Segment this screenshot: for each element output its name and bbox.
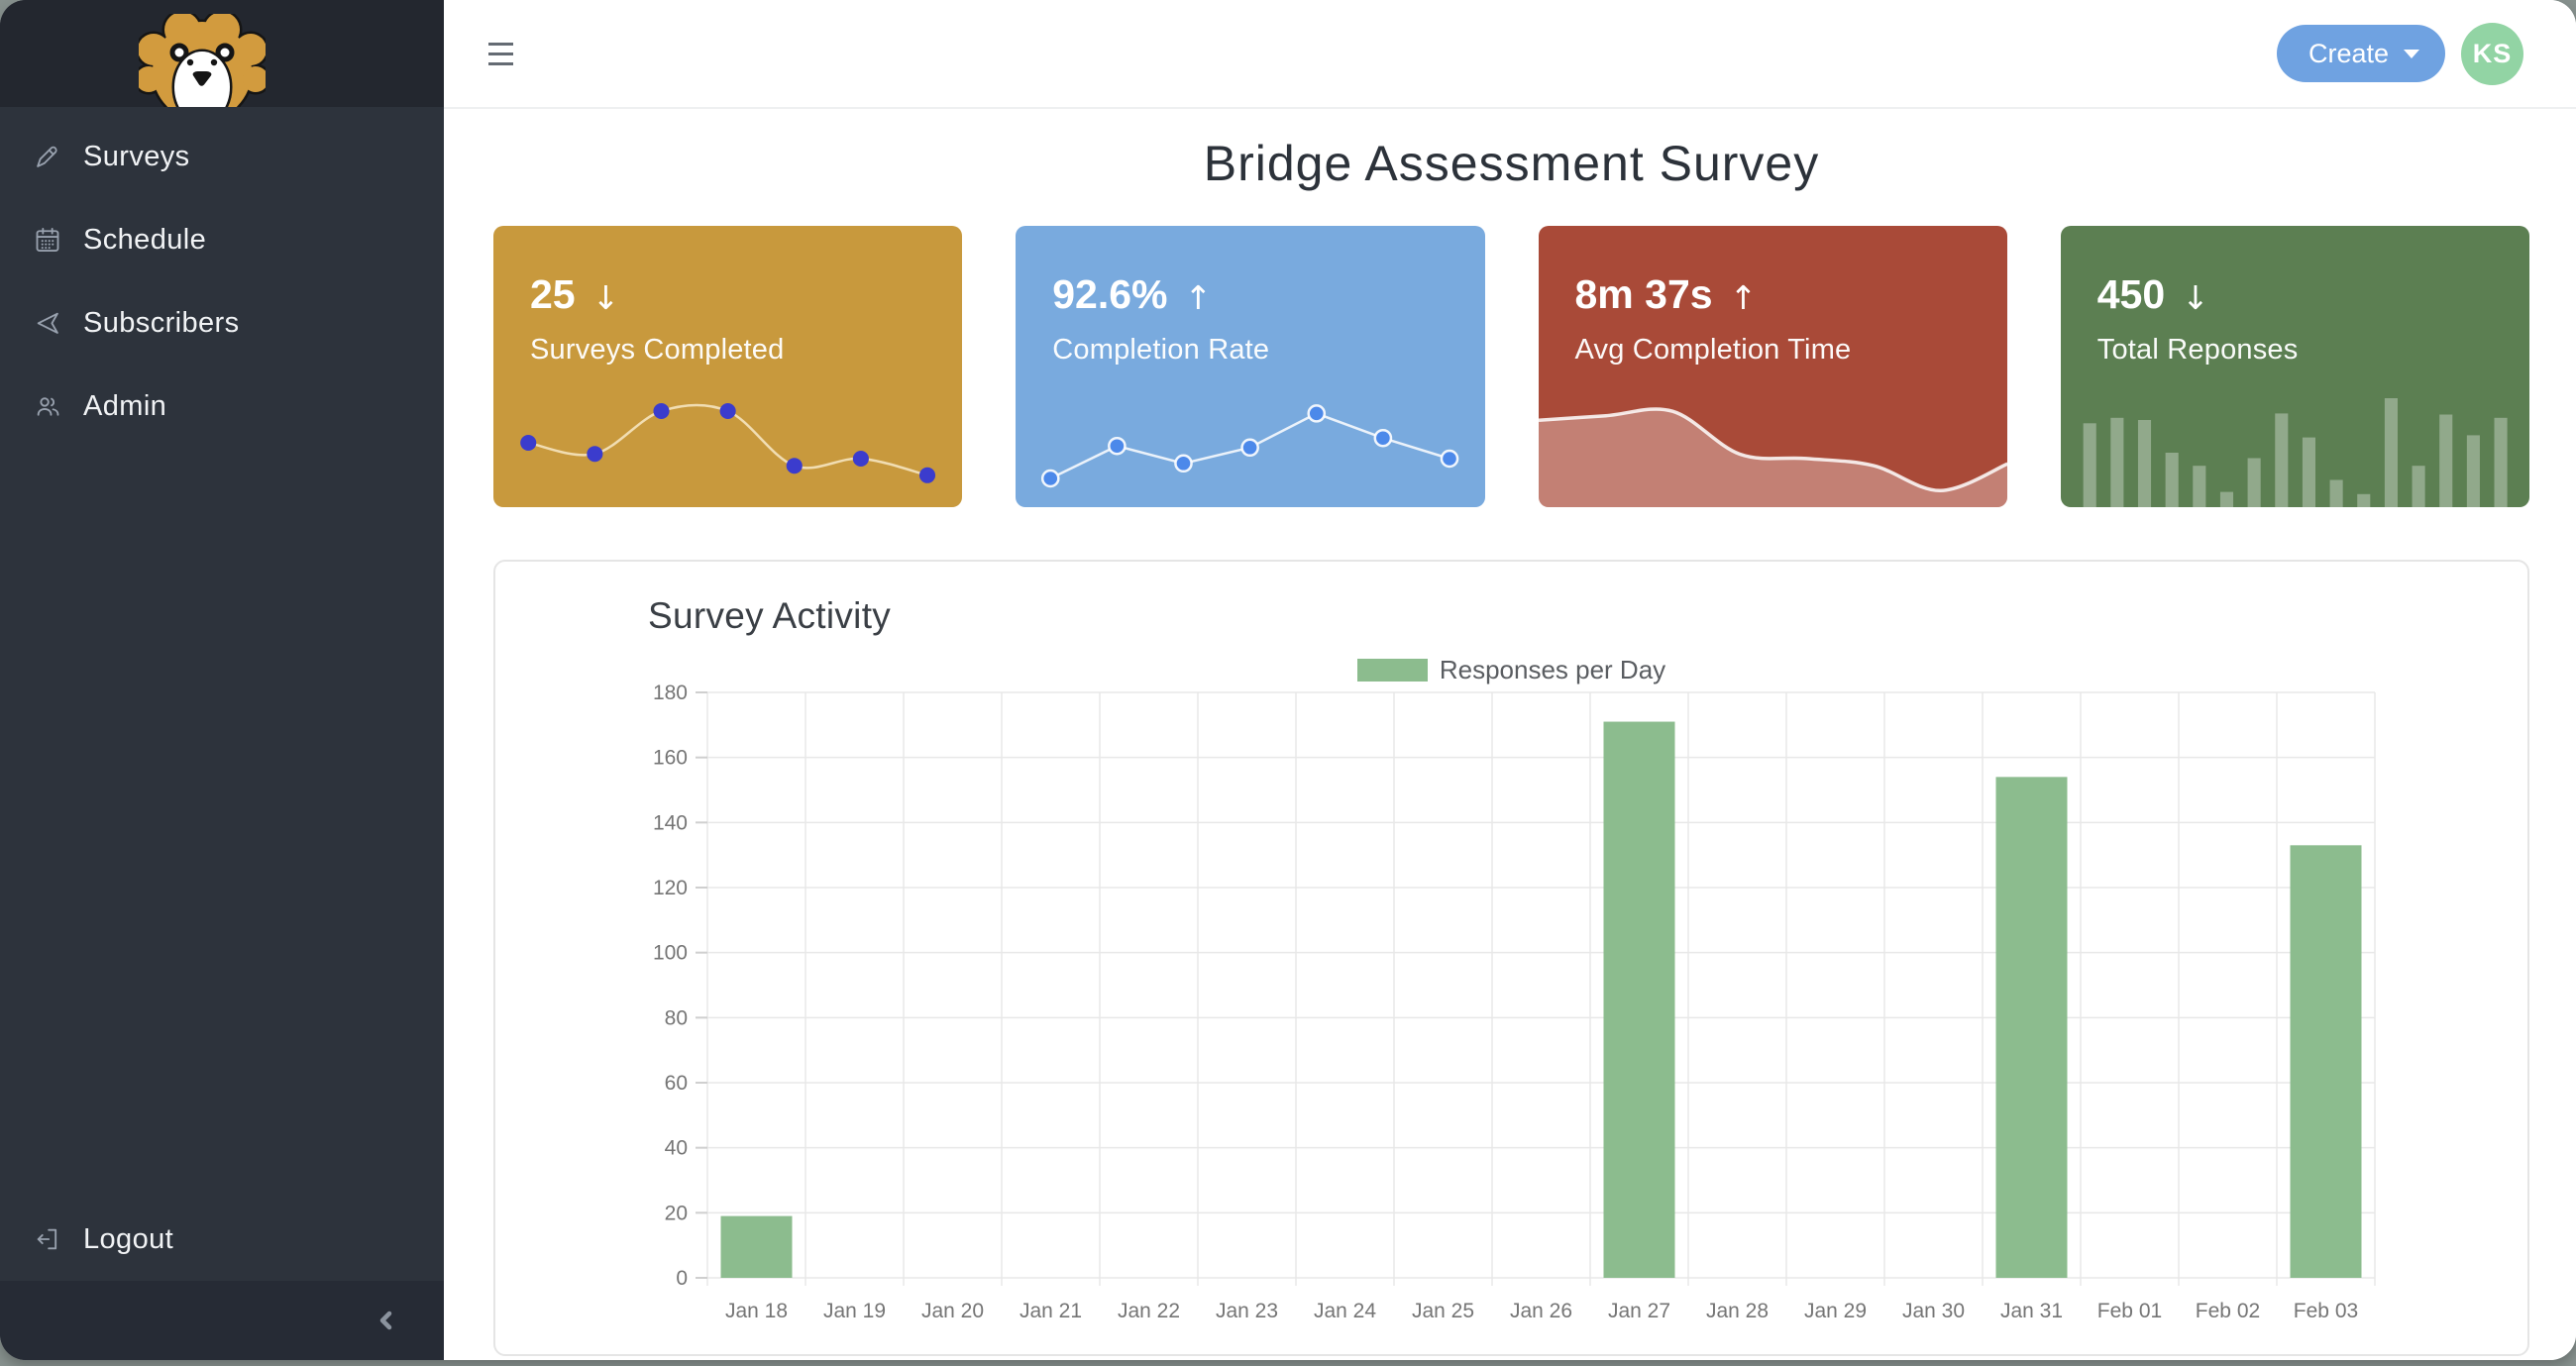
svg-text:120: 120 (653, 877, 688, 899)
svg-text:Jan 18: Jan 18 (725, 1300, 788, 1322)
hamburger-menu-icon[interactable] (488, 42, 513, 65)
svg-text:Feb 01: Feb 01 (2097, 1300, 2162, 1322)
create-button[interactable]: Create (2276, 25, 2445, 82)
svg-text:Feb 03: Feb 03 (2294, 1300, 2358, 1322)
sidebar-item-label: Schedule (83, 223, 207, 256)
send-icon (37, 312, 58, 334)
lion-mascot-logo (139, 14, 266, 107)
sidebar-logo-area (0, 0, 444, 107)
svg-text:Jan 29: Jan 29 (1804, 1300, 1867, 1322)
stat-cards: 25 ↓ Surveys Completed 92.6% ↑ Completion … (493, 226, 2529, 507)
svg-text:Jan 21: Jan 21 (1020, 1300, 1082, 1322)
svg-text:140: 140 (653, 811, 688, 834)
chart-title: Survey Activity (648, 595, 892, 636)
sidebar-item-schedule[interactable]: Schedule (0, 198, 444, 281)
stat-value: 25 (530, 271, 576, 317)
stat-card-avg-completion-time: 8m 37s ↑ Avg Completion Time (1538, 226, 2007, 507)
trend-down-icon: ↓ (591, 277, 620, 317)
stat-value: 92.6% (1052, 271, 1168, 317)
svg-text:Jan 26: Jan 26 (1510, 1300, 1572, 1322)
stat-card-total-responses: 450 ↓ Total Reponses (2060, 226, 2529, 507)
sparkline-chart (2083, 398, 2508, 507)
svg-text:Feb 02: Feb 02 (2196, 1300, 2260, 1322)
topbar: Create KS (444, 0, 2576, 109)
stat-card-completion-rate: 92.6% ↑ Completion Rate (1016, 226, 1485, 507)
chevron-left-icon[interactable] (375, 1307, 398, 1334)
stat-label: Surveys Completed (530, 334, 785, 366)
svg-text:160: 160 (653, 747, 688, 770)
stat-card-surveys-completed: 25 ↓ Surveys Completed (493, 226, 963, 507)
chart-legend[interactable]: Responses per Day (495, 655, 2527, 685)
svg-text:100: 100 (653, 942, 688, 965)
logout-icon (37, 1228, 57, 1250)
survey-activity-card: Survey Activity Responses per Day 0 20 40 6… (493, 560, 2529, 1356)
svg-text:Jan 22: Jan 22 (1118, 1300, 1180, 1322)
stat-label: Completion Rate (1052, 334, 1270, 366)
svg-text:Jan 28: Jan 28 (1706, 1300, 1769, 1322)
topbar-actions: Create KS (2276, 22, 2523, 85)
svg-text:Jan 27: Jan 27 (1608, 1300, 1670, 1322)
sidebar-item-surveys[interactable]: Surveys (0, 115, 444, 198)
svg-text:40: 40 (665, 1137, 688, 1160)
svg-text:Jan 19: Jan 19 (823, 1300, 886, 1322)
sidebar-item-subscribers[interactable]: Subscribers (0, 281, 444, 365)
svg-text:Jan 20: Jan 20 (921, 1300, 984, 1322)
legend-swatch (1356, 659, 1428, 682)
svg-text:180: 180 (653, 682, 688, 704)
sparkline-chart (1041, 404, 1459, 488)
svg-text:0: 0 (676, 1267, 688, 1290)
stat-label: Total Reponses (2096, 334, 2299, 366)
sidebar-nav: Surveys Schedule Subscribers (0, 107, 444, 1281)
svg-text:80: 80 (665, 1006, 688, 1029)
avatar[interactable]: KS (2461, 22, 2523, 85)
stat-value: 8m 37s (1574, 271, 1713, 317)
svg-text:Jan 23: Jan 23 (1216, 1300, 1278, 1322)
sidebar-item-label: Surveys (83, 140, 190, 172)
sidebar-item-label: Admin (83, 389, 167, 422)
legend-label: Responses per Day (1439, 655, 1666, 684)
sparkline-chart (1538, 407, 2007, 507)
sparkline-chart (520, 403, 936, 483)
responses-bar-chart: 0 20 40 60 80 100 120 140 160 180 Jan 18 Jan 19 Jan … (653, 682, 2376, 1322)
trend-down-icon: ↓ (2182, 277, 2209, 317)
sidebar-item-admin[interactable]: Admin (0, 365, 444, 448)
calendar-icon (36, 227, 59, 253)
stat-label: Avg Completion Time (1574, 334, 1852, 366)
svg-text:Jan 25: Jan 25 (1412, 1300, 1474, 1322)
svg-text:Jan 30: Jan 30 (1902, 1300, 1965, 1322)
create-button-label: Create (2308, 38, 2389, 68)
svg-text:Jan 31: Jan 31 (2000, 1300, 2063, 1322)
page-title: Bridge Assessment Survey (1203, 136, 1820, 191)
trend-up-icon: ↑ (1729, 277, 1758, 317)
sidebar-item-label: Subscribers (83, 306, 240, 339)
caret-down-icon (2404, 49, 2419, 58)
svg-text:Jan 24: Jan 24 (1314, 1300, 1376, 1322)
avatar-initials: KS (2472, 38, 2513, 68)
stat-value: 450 (2096, 271, 2166, 317)
trend-up-icon: ↑ (1184, 277, 1213, 317)
sidebar-footer (0, 1281, 444, 1360)
users-icon (37, 397, 59, 416)
svg-text:20: 20 (665, 1202, 688, 1224)
sidebar-item-label: Logout (83, 1222, 174, 1255)
svg-text:60: 60 (665, 1072, 688, 1095)
sidebar: Surveys Schedule Subscribers (0, 0, 444, 1360)
page-content: Bridge Assessment Survey 25 ↓ Surveys Com… (444, 109, 2576, 1360)
pencil-icon (37, 146, 57, 167)
main-area: Create KS Bridge Assessment Survey 25 ↓ S… (444, 0, 2576, 1360)
sidebar-item-logout[interactable]: Logout (0, 1198, 444, 1281)
